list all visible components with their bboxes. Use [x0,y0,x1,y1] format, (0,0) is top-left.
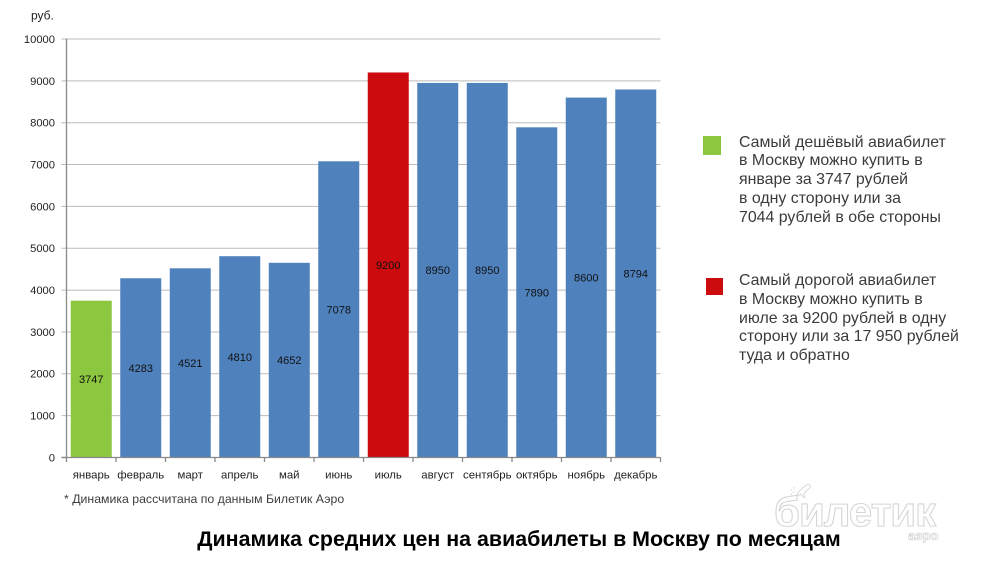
svg-text:8000: 8000 [30,118,55,130]
svg-text:февраль: февраль [117,470,164,482]
svg-text:7890: 7890 [525,287,549,299]
svg-text:7078: 7078 [327,304,351,316]
svg-text:июль: июль [375,470,402,482]
svg-text:ноябрь: ноябрь [567,470,605,482]
svg-text:10000: 10000 [24,34,55,46]
svg-text:8794: 8794 [624,268,648,280]
svg-text:май: май [279,470,300,482]
svg-text:9000: 9000 [30,76,55,88]
svg-text:8950: 8950 [475,265,499,277]
svg-text:2000: 2000 [30,369,55,381]
svg-text:4521: 4521 [178,358,202,370]
svg-text:4652: 4652 [277,355,301,367]
svg-text:4000: 4000 [30,285,55,297]
svg-text:7000: 7000 [30,159,55,171]
svg-text:март: март [178,470,204,482]
svg-text:декабрь: декабрь [614,470,657,482]
svg-text:0: 0 [49,452,55,464]
svg-text:июнь: июнь [325,470,352,482]
svg-text:август: август [421,470,455,482]
svg-text:3747: 3747 [79,374,103,386]
svg-text:4810: 4810 [228,352,252,364]
svg-text:январь: январь [73,470,110,482]
svg-text:сентябрь: сентябрь [463,470,512,482]
svg-text:3000: 3000 [30,327,55,339]
svg-text:8950: 8950 [426,265,450,277]
svg-text:6000: 6000 [30,201,55,213]
svg-text:5000: 5000 [30,243,55,255]
svg-text:руб.: руб. [31,9,54,23]
svg-text:октябрь: октябрь [516,470,558,482]
svg-text:апрель: апрель [221,470,258,482]
svg-text:9200: 9200 [376,260,400,272]
svg-text:1000: 1000 [30,411,55,423]
svg-text:8600: 8600 [574,273,598,285]
svg-text:4283: 4283 [129,363,153,375]
